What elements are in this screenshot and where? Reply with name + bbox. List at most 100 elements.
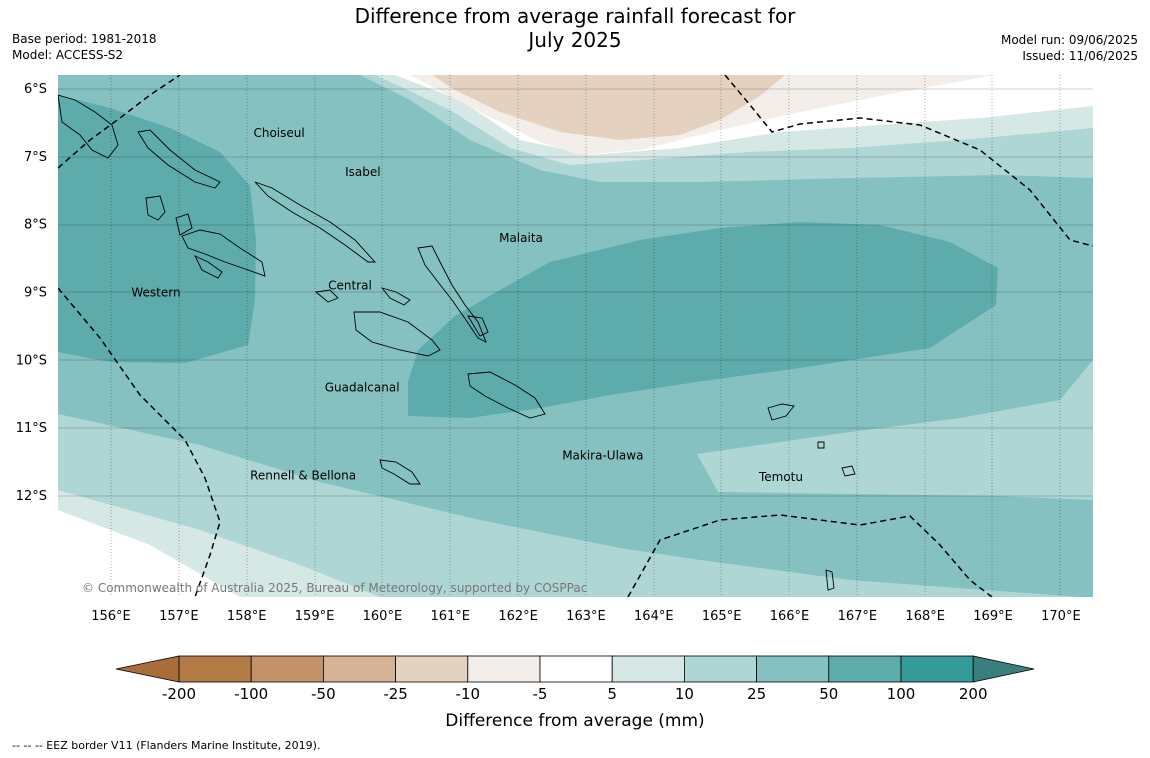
lat-label: 7°S: [24, 150, 47, 165]
colorbar-tick: 5: [607, 685, 617, 703]
colorbar-tick: -25: [383, 685, 408, 703]
meta-right: Model run: 09/06/2025 Issued: 11/06/2025: [1001, 32, 1138, 64]
copyright-text: © Commonwealth of Australia 2025, Bureau…: [82, 581, 587, 595]
colorbar-box: [828, 655, 902, 683]
colorbar-arrow-low: [115, 655, 180, 683]
eez-border-south-east: [627, 514, 993, 597]
lon-label: 158°E: [227, 609, 267, 624]
region-label: Makira-Ulawa: [562, 448, 643, 462]
eez-border-north-east: [724, 75, 1093, 247]
colorbar-box: [395, 655, 469, 683]
map-canvas[interactable]: 6°S 7°S 8°S 9°S 10°S 11°S 12°S 156°E 157°E 158°E…: [0, 0, 1150, 640]
lat-label: 9°S: [24, 285, 47, 300]
small-malaita-island: [467, 315, 489, 337]
region-label: Rennell & Bellona: [250, 469, 356, 483]
region-label: Central: [328, 279, 372, 293]
lat-label: 8°S: [24, 218, 47, 233]
rendova-island: [194, 255, 223, 279]
isabel-island: [254, 181, 377, 263]
lat-label: 12°S: [16, 489, 47, 504]
lon-label: 159°E: [295, 609, 335, 624]
rainfall-shading: [58, 75, 1093, 597]
lon-label: 166°E: [770, 609, 810, 624]
grid-lines: [58, 88, 1093, 497]
vella-lavella-island: [145, 195, 166, 221]
rennell-island: [379, 459, 421, 485]
colorbar-tick: 50: [819, 685, 838, 703]
region-label: Isabel: [345, 165, 380, 179]
malaita-island: [417, 245, 487, 343]
model-text: Model: ACCESS-S2: [12, 48, 124, 62]
makira-island: [467, 371, 546, 419]
eez-borders: [58, 75, 1093, 597]
region-label: Temotu: [758, 470, 803, 484]
colorbar-box: [322, 655, 396, 683]
vanikoro-islet: [817, 441, 825, 449]
utupua-island: [841, 465, 856, 477]
south-islet: [825, 569, 835, 591]
lat-label: 6°S: [24, 82, 47, 97]
lon-label: 165°E: [702, 609, 742, 624]
model-run-text: Model run: 09/06/2025: [1000, 33, 1138, 47]
band-10-25-south: [58, 414, 1093, 597]
eez-footnote: -- -- -- EEZ border V11 (Flanders Marine…: [12, 739, 321, 752]
lon-label: 160°E: [363, 609, 403, 624]
colorbar-tick: -50: [311, 685, 336, 703]
lon-label: 168°E: [905, 609, 945, 624]
base-period-text: Base period: 1981-2018: [12, 32, 157, 46]
colorbar-tick: 25: [747, 685, 766, 703]
kolombangara-island: [175, 213, 193, 236]
lon-label: 164°E: [634, 609, 674, 624]
colorbar-boxes: [115, 655, 1035, 683]
map-title: Difference from average rainfall forecas…: [0, 4, 1150, 52]
lon-label: 170°E: [1041, 609, 1081, 624]
meta-left: Base period: 1981-2018 Model: ACCESS-S2: [12, 31, 157, 63]
colorbar-title: Difference from average (mm): [445, 711, 704, 731]
band-50-100-west: [58, 95, 256, 363]
guadalcanal-island: [353, 311, 441, 357]
bougainville-island: [58, 94, 119, 159]
band-10-25-temotu: [697, 360, 1093, 500]
colorbar-box: [178, 655, 252, 683]
colorbar-tick: 10: [675, 685, 694, 703]
lon-label: 157°E: [159, 609, 199, 624]
colorbar-box: [539, 655, 613, 683]
region-label: Choiseul: [253, 126, 304, 140]
lon-label: 169°E: [973, 609, 1013, 624]
band-minus10-minus25: [432, 75, 785, 140]
map-title-line1: Difference from average rainfall forecas…: [354, 4, 796, 28]
lat-label: 11°S: [16, 421, 47, 436]
santa-cruz-island: [767, 403, 795, 421]
colorbar-arrow-high: [972, 655, 1035, 683]
band-50-100-central: [408, 222, 998, 418]
colorbar-box: [756, 655, 830, 683]
band-white-south: [58, 510, 240, 597]
map-title-line2: July 2025: [528, 28, 622, 52]
colorbar-box: [611, 655, 685, 683]
colorbar-box: [684, 655, 758, 683]
issued-text: Issued: 11/06/2025: [1022, 49, 1138, 63]
central-islet: [380, 287, 411, 306]
colorbar-box: [467, 655, 541, 683]
colorbar-tick: -5: [533, 685, 548, 703]
eez-border-west: [58, 287, 221, 597]
islands: [58, 94, 856, 591]
meridian-lines: [110, 75, 1061, 597]
lon-label: 163°E: [566, 609, 606, 624]
longitude-labels: 156°E 157°E 158°E 159°E 160°E 161°E 162°E 163°E…: [91, 609, 1080, 624]
colorbar-box: [900, 655, 974, 683]
province-labels: Choiseul Isabel Malaita Western Central Guada…: [131, 126, 803, 484]
colorbar-tick: -10: [456, 685, 481, 703]
colorbar-ticks: -200 -100 -50 -25 -10 -5 5 10 25 50 100 200: [162, 685, 988, 703]
lon-label: 162°E: [498, 609, 538, 624]
colorbar-tick: -200: [162, 685, 196, 703]
region-label: Guadalcanal: [325, 380, 400, 394]
region-label: Western: [131, 285, 180, 299]
lon-label: 161°E: [430, 609, 470, 624]
colorbar-tick: -100: [234, 685, 268, 703]
colorbar-tick: 200: [959, 685, 988, 703]
choiseul-island: [137, 129, 221, 189]
lon-label: 156°E: [91, 609, 131, 624]
latitude-labels: 6°S 7°S 8°S 9°S 10°S 11°S 12°S: [16, 82, 47, 504]
colorbar-tick: 100: [887, 685, 916, 703]
